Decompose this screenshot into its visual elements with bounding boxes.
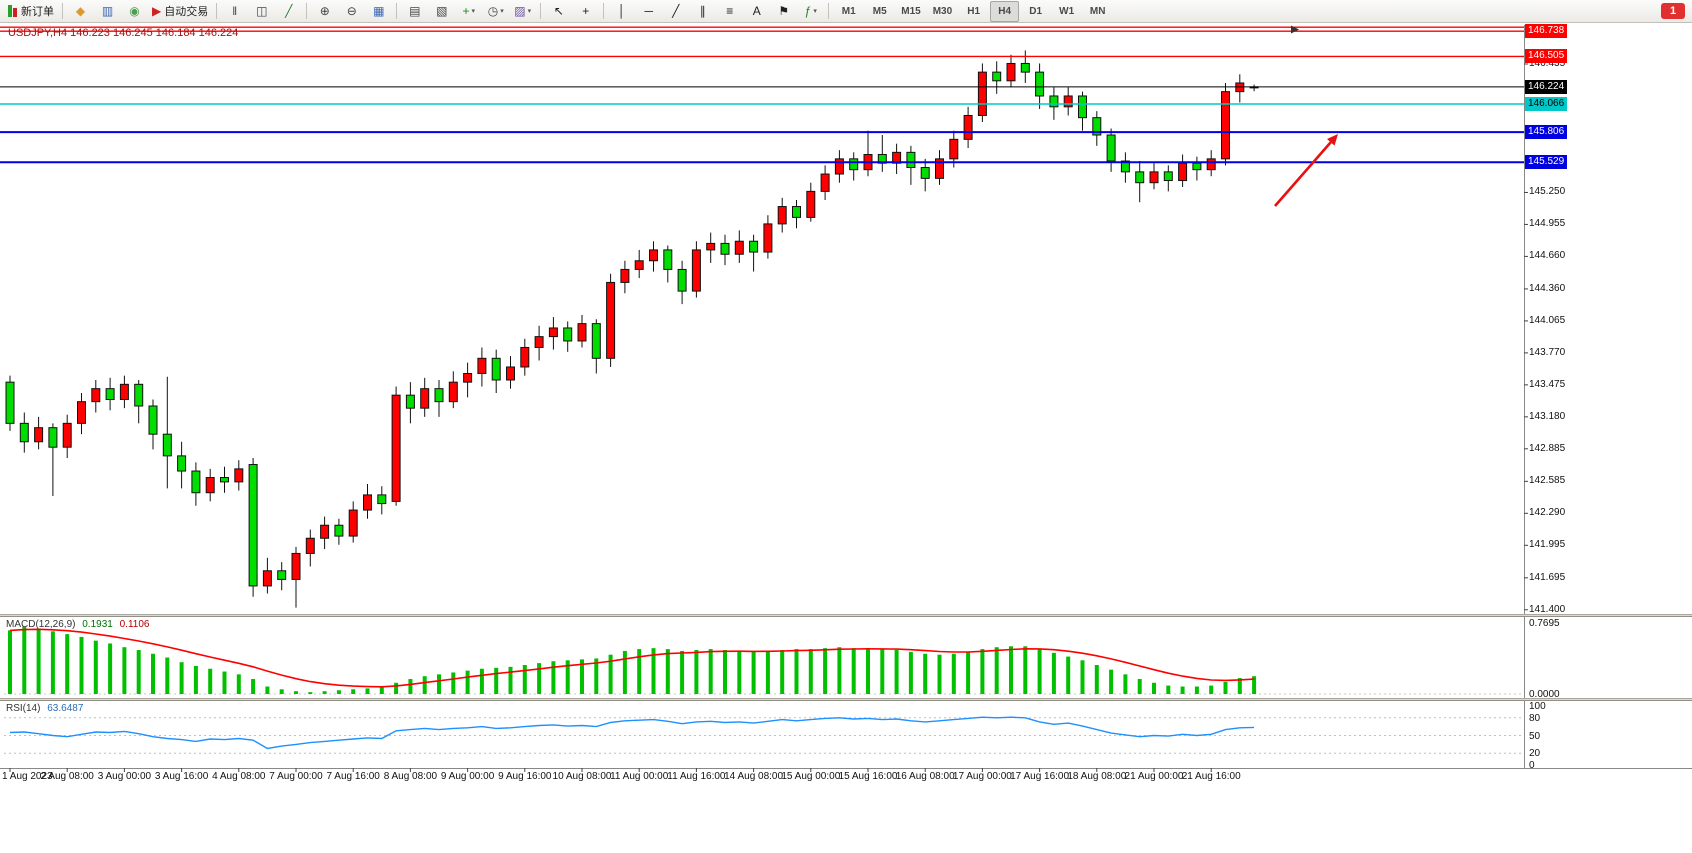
candlestick-chart-icon: ◫ — [256, 4, 268, 18]
trendline-button[interactable]: ╱ — [663, 1, 688, 22]
indicators-button[interactable]: ƒ ▾ — [798, 1, 823, 22]
timeframe-d1-button[interactable]: D1 — [1029, 5, 1043, 17]
text-button[interactable]: A — [744, 1, 769, 22]
tile-windows-button[interactable]: ▦ — [366, 1, 391, 22]
candlestick-chart-button[interactable]: ◫ — [249, 1, 274, 22]
horizontal-line-button[interactable]: ─ — [636, 1, 661, 22]
rsi-panel[interactable] — [0, 701, 1524, 768]
new-order-icon — [8, 5, 17, 17]
toolbar-separator — [603, 3, 605, 19]
toolbar-separator — [216, 3, 218, 19]
time-axis[interactable] — [0, 768, 1692, 790]
auto-trading-icon: ▶ — [152, 4, 162, 18]
notification-badge[interactable]: 1 — [1661, 3, 1685, 19]
zoom-out-button[interactable]: ⊖ — [339, 1, 364, 22]
periods-icon: ◷ — [487, 4, 499, 18]
label-flag-icon: ⚑ — [778, 4, 790, 18]
charts-profile-icon: ◆ — [75, 4, 86, 18]
tile-windows-icon: ▦ — [373, 4, 385, 18]
timeframe-w1-button[interactable]: W1 — [1059, 5, 1075, 17]
periods-button[interactable]: ◷ ▾ — [483, 1, 508, 22]
caret-down-icon: ▾ — [527, 8, 532, 15]
arrange-windows-button[interactable]: ▤ — [402, 1, 427, 22]
macd-splitter[interactable] — [0, 614, 1692, 617]
toolbar-separator — [540, 3, 542, 19]
timeframe-m30-button[interactable]: M30 — [932, 5, 953, 17]
fibonacci-button[interactable]: ≡ — [717, 1, 742, 22]
auto-trading-button[interactable]: ▶ 自动交易 — [149, 1, 211, 22]
charts-profile-button[interactable]: ◆ — [68, 1, 93, 22]
market-watch-icon: ▥ — [101, 4, 114, 18]
annotation-arrow — [1326, 134, 1338, 146]
cursor-button[interactable]: ↖ — [546, 1, 571, 22]
toolbar-separator — [62, 3, 63, 19]
toolbar-separator — [306, 3, 308, 19]
community-button[interactable]: ◉ — [122, 1, 147, 22]
templates-icon: ▨ — [514, 4, 526, 18]
timeframe-h4-button[interactable]: H4 — [990, 0, 1020, 22]
new-chart-icon: + — [462, 4, 470, 18]
bar-chart-icon: ‖ — [232, 4, 238, 18]
bar-chart-button[interactable]: ‖ — [222, 1, 247, 22]
timeframe-mn-button[interactable]: MN — [1089, 5, 1106, 17]
templates-button[interactable]: ▨ ▾ — [510, 1, 535, 22]
caret-down-icon: ▾ — [813, 8, 817, 15]
line-chart-button[interactable]: ╱ — [276, 1, 301, 22]
timeframe-h1-button[interactable]: H1 — [967, 5, 981, 17]
cascade-windows-icon: ▧ — [436, 4, 448, 18]
timeframe-m15-button[interactable]: M15 — [901, 5, 921, 17]
rsi-splitter[interactable] — [0, 698, 1692, 701]
new-order-button[interactable]: 新订单 — [5, 1, 57, 22]
crosshair-button[interactable]: + — [573, 1, 598, 22]
cascade-windows-button[interactable]: ▧ — [429, 1, 454, 22]
toolbar-separator — [828, 3, 830, 19]
zoom-in-button[interactable]: ⊕ — [312, 1, 337, 22]
timeframe-m1-button[interactable]: M1 — [841, 5, 856, 17]
indicators-icon: ƒ — [804, 4, 812, 18]
new-order-button-label: 新订单 — [21, 6, 54, 18]
price-axis[interactable] — [1524, 25, 1692, 768]
vertical-line-icon: │ — [617, 4, 626, 18]
crosshair-icon: + — [582, 4, 590, 18]
caret-down-icon: ▾ — [500, 8, 504, 15]
trendline-icon: ╱ — [672, 4, 680, 18]
line-chart-icon: ╱ — [285, 4, 293, 18]
auto-trading-button-label: 自动交易 — [164, 6, 209, 18]
arrange-windows-icon: ▤ — [409, 4, 421, 18]
caret-down-icon: ▾ — [471, 8, 475, 15]
market-watch-button[interactable]: ▥ — [95, 1, 120, 22]
channel-button[interactable]: ∥ — [690, 1, 715, 22]
scroll-to-end-marker — [1291, 25, 1299, 34]
horizontal-line-icon: ─ — [644, 4, 653, 18]
new-chart-button[interactable]: + ▾ — [456, 1, 481, 22]
text-icon: A — [752, 4, 761, 18]
fibonacci-icon: ≡ — [726, 4, 734, 18]
timeframe-m5-button[interactable]: M5 — [872, 5, 887, 17]
cursor-icon: ↖ — [553, 4, 564, 18]
macd-panel[interactable] — [0, 617, 1524, 698]
vertical-line-button[interactable]: │ — [609, 1, 634, 22]
zoom-out-icon: ⊖ — [346, 4, 357, 18]
label-flag-button[interactable]: ⚑ — [771, 1, 796, 22]
toolbar-separator — [396, 3, 398, 19]
zoom-in-icon: ⊕ — [319, 4, 330, 18]
toolbar: 新订单 ◆ ▥ ◉ ▶ 自动交易 ‖ ◫ ╱ ⊕ ⊖ ▦ ▤ ▧ + ▾ ◷ ▾ ▨ ▾ ↖ + │ ─ ╱ ∥ ≡ A ⚑ ƒ ▾ M1 M5… — [0, 0, 1692, 23]
toolbar-items: 新订单 ◆ ▥ ◉ ▶ 自动交易 ‖ ◫ ╱ ⊕ ⊖ ▦ ▤ ▧ + ▾ ◷ ▾ ▨ ▾ ↖ + │ ─ ╱ ∥ ≡ A ⚑ ƒ ▾ M1 M5… — [4, 0, 1113, 22]
channel-icon: ∥ — [699, 4, 706, 18]
community-icon: ◉ — [129, 4, 140, 18]
main-chart-area[interactable] — [0, 25, 1524, 614]
